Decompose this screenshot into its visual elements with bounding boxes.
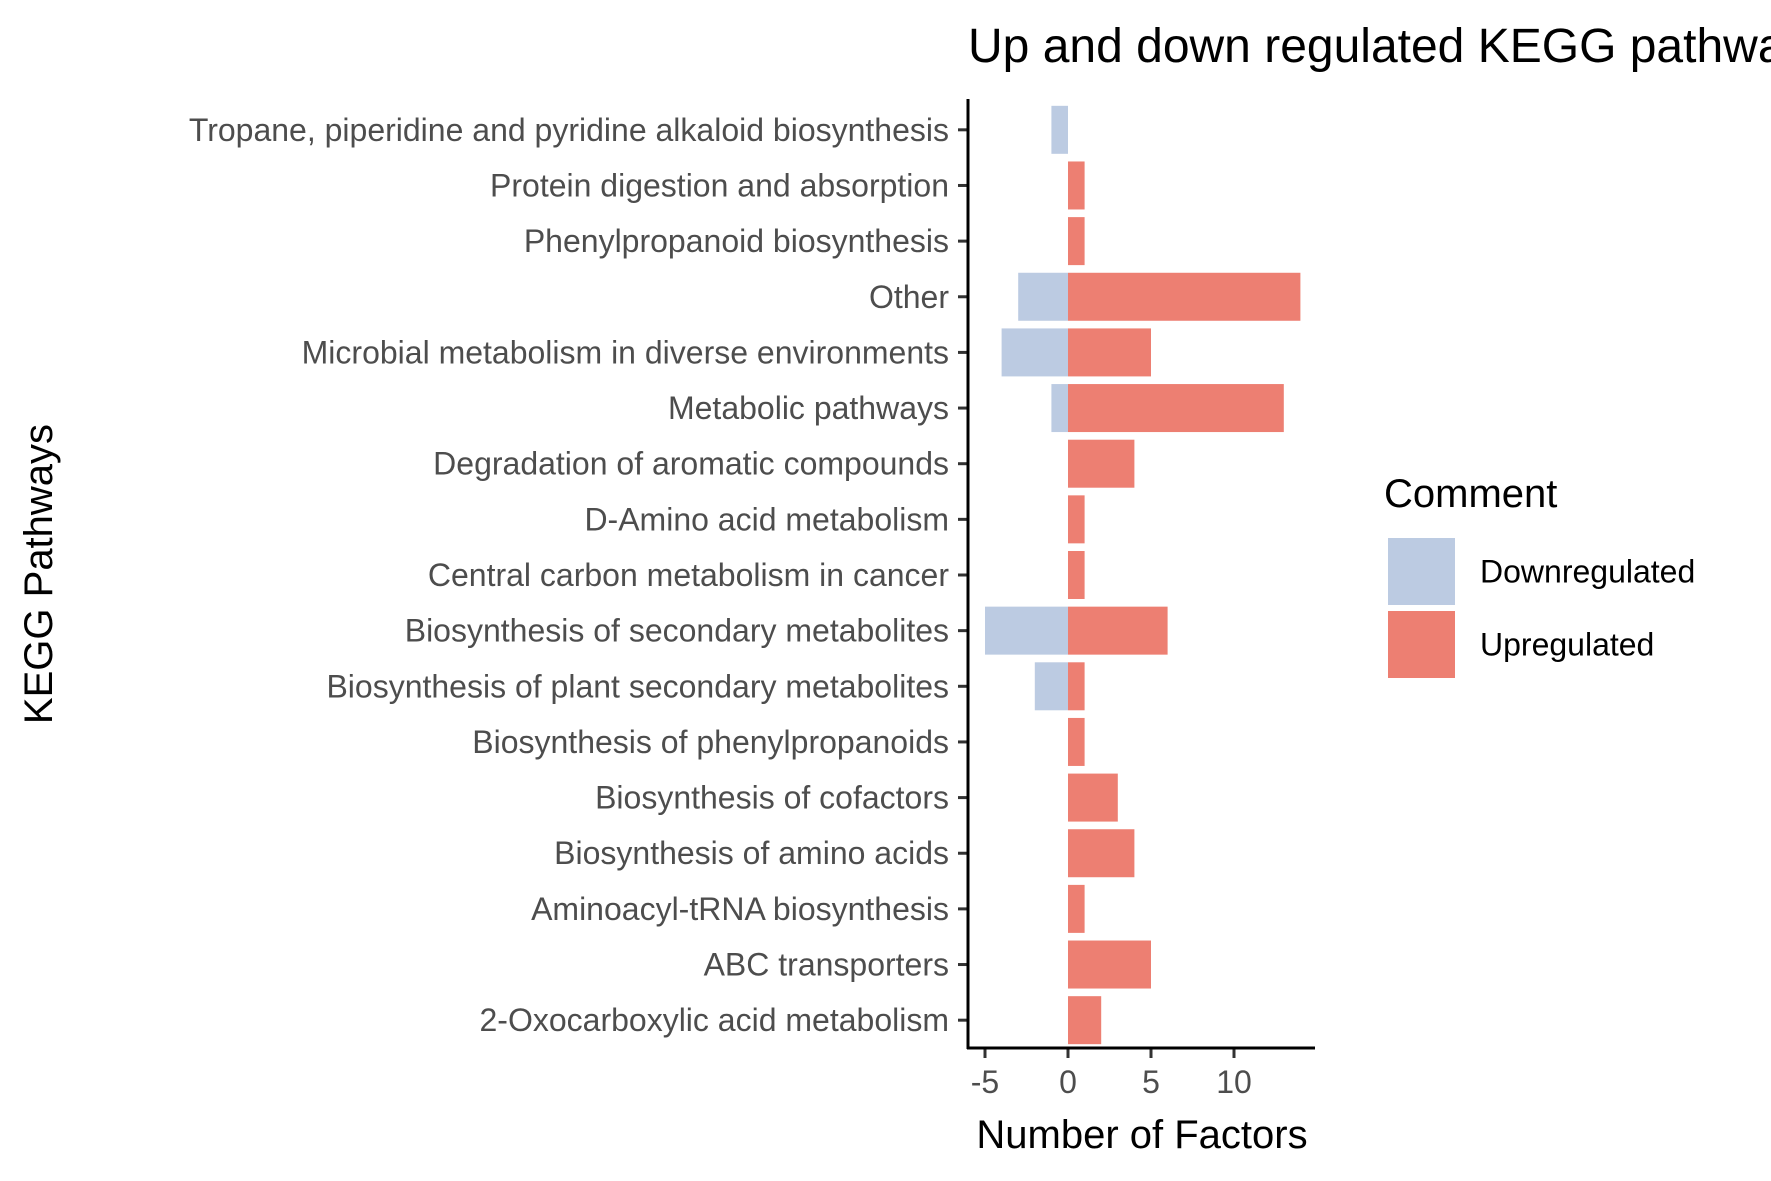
bar-downregulated-9 bbox=[985, 606, 1068, 655]
bars-layer bbox=[985, 105, 1301, 1045]
y-tick-label: Biosynthesis of plant secondary metaboli… bbox=[326, 668, 949, 704]
y-tick-label: Microbial metabolism in diverse environm… bbox=[302, 334, 949, 370]
y-axis-ticks: Tropane, piperidine and pyridine alkaloi… bbox=[189, 112, 968, 1038]
y-tick-label: ABC transporters bbox=[704, 947, 949, 983]
y-tick-label: Biosynthesis of cofactors bbox=[595, 780, 949, 816]
legend-label-downregulated: Downregulated bbox=[1480, 554, 1695, 590]
y-tick-label: Biosynthesis of phenylpropanoids bbox=[472, 724, 949, 760]
y-tick-label: Phenylpropanoid biosynthesis bbox=[524, 223, 949, 259]
y-tick-label: Biosynthesis of amino acids bbox=[554, 835, 949, 871]
y-tick-label: D-Amino acid metabolism bbox=[584, 501, 949, 537]
x-axis-title: Number of Factors bbox=[976, 1113, 1307, 1157]
y-tick-label: Biosynthesis of secondary metabolites bbox=[405, 613, 949, 649]
y-axis-title: KEGG Pathways bbox=[17, 424, 61, 724]
bar-upregulated-13 bbox=[1068, 829, 1135, 878]
legend-title: Comment bbox=[1384, 472, 1557, 516]
y-tick-label: Aminoacyl-tRNA biosynthesis bbox=[531, 891, 949, 927]
bar-downregulated-5 bbox=[1051, 384, 1068, 433]
bar-upregulated-9 bbox=[1068, 606, 1168, 655]
bar-upregulated-8 bbox=[1068, 551, 1085, 599]
bar-upregulated-12 bbox=[1068, 773, 1118, 822]
bar-upregulated-16 bbox=[1068, 996, 1102, 1045]
bar-upregulated-6 bbox=[1068, 439, 1135, 488]
legend-label-upregulated: Upregulated bbox=[1480, 627, 1654, 663]
y-tick-label: Protein digestion and absorption bbox=[490, 167, 949, 203]
bar-upregulated-10 bbox=[1068, 662, 1085, 711]
bar-upregulated-5 bbox=[1068, 384, 1284, 433]
x-axis-ticks: -5 0 5 10 bbox=[971, 1048, 1252, 1100]
legend-key-downregulated bbox=[1388, 538, 1455, 605]
bar-upregulated-2 bbox=[1068, 217, 1085, 266]
y-tick-label: Tropane, piperidine and pyridine alkaloi… bbox=[189, 112, 949, 148]
y-tick-label: Other bbox=[869, 279, 949, 315]
bar-upregulated-1 bbox=[1068, 161, 1085, 210]
bar-upregulated-15 bbox=[1068, 940, 1151, 989]
bar-downregulated-4 bbox=[1001, 328, 1068, 377]
x-tick-label: 0 bbox=[1059, 1064, 1077, 1100]
legend: Comment Downregulated Upregulated bbox=[1384, 472, 1695, 678]
y-tick-label: 2-Oxocarboxylic acid metabolism bbox=[480, 1002, 950, 1038]
bar-downregulated-0 bbox=[1051, 105, 1068, 154]
y-tick-label: Central carbon metabolism in cancer bbox=[428, 557, 949, 593]
y-tick-label: Metabolic pathways bbox=[668, 390, 949, 426]
bar-upregulated-4 bbox=[1068, 328, 1151, 377]
bar-upregulated-14 bbox=[1068, 884, 1085, 933]
y-tick-label: Degradation of aromatic compounds bbox=[433, 446, 949, 482]
bar-upregulated-11 bbox=[1068, 717, 1085, 766]
bar-upregulated-7 bbox=[1068, 495, 1085, 544]
bar-downregulated-10 bbox=[1034, 662, 1068, 711]
x-tick-label: 10 bbox=[1216, 1064, 1252, 1100]
chart-title: Up and down regulated KEGG pathways bbox=[968, 20, 1771, 73]
legend-key-upregulated bbox=[1388, 611, 1455, 678]
x-tick-label: 5 bbox=[1142, 1064, 1160, 1100]
bar-upregulated-3 bbox=[1068, 272, 1301, 321]
bar-downregulated-3 bbox=[1018, 272, 1068, 321]
x-tick-label: -5 bbox=[971, 1064, 999, 1100]
